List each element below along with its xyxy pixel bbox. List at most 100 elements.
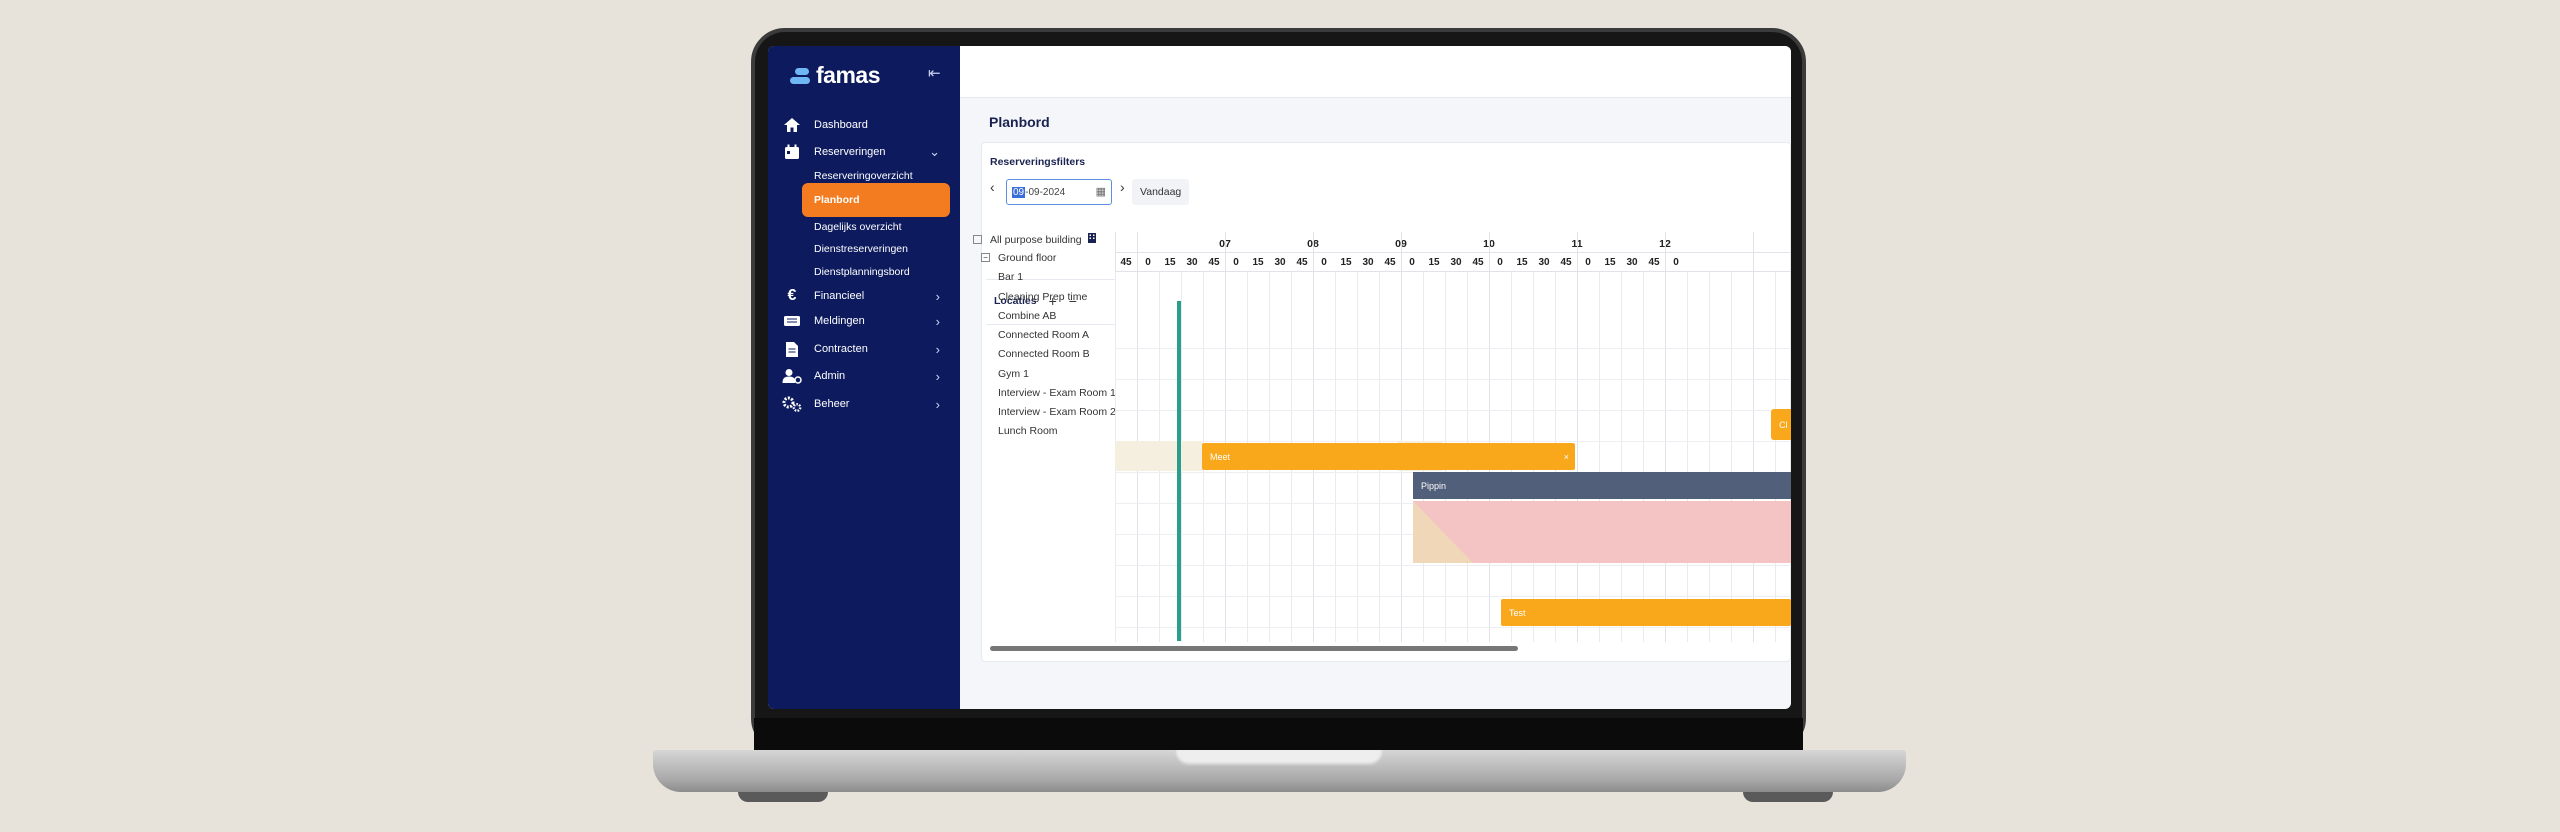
minute-label: 15	[1428, 257, 1440, 268]
resource-label: Cleaning Prep time	[998, 290, 1088, 303]
calendar-picker-icon[interactable]: ▦	[1095, 186, 1106, 198]
event-bar-1[interactable]: Cl	[1771, 409, 1791, 440]
event-cleaning-prep[interactable]: Meet ×	[1202, 443, 1575, 470]
resource-row[interactable]: Connected Room B	[998, 338, 1090, 369]
date-month-year: -09-2024	[1025, 186, 1066, 198]
chevron-right-icon: ›	[935, 341, 940, 357]
date-input[interactable]: 09 -09-2024 ▦	[1006, 179, 1112, 205]
chevron-right-icon: ›	[935, 288, 940, 304]
locations-header: Locaties + −	[994, 293, 1124, 309]
minute-label: 0	[1673, 257, 1679, 268]
minute-label: 30	[1450, 257, 1462, 268]
resource-row[interactable]: Bar 1	[998, 261, 1023, 292]
sidebar-subitem-planbord[interactable]: Planbord	[802, 183, 950, 217]
minute-label: 0	[1233, 257, 1239, 268]
resource-label: Gym 1	[998, 367, 1029, 380]
today-button[interactable]: Vandaag	[1132, 179, 1190, 205]
resource-label: Interview - Exam Room 1	[998, 386, 1116, 399]
minute-label: 45	[1384, 257, 1396, 268]
sidebar-item-contracten[interactable]: Contracten ›	[782, 332, 952, 366]
resource-row[interactable]: Interview - Exam Room 2	[998, 396, 1116, 427]
collapse-all-button[interactable]: −	[1068, 293, 1077, 309]
chevron-down-icon: ⌄	[929, 144, 940, 159]
date-day-segment[interactable]: 09	[1012, 186, 1026, 198]
resource-label: Interview - Exam Room 2	[998, 405, 1116, 418]
collapse-toggle-icon[interactable]: −	[981, 253, 990, 262]
chevron-right-icon: ›	[935, 396, 940, 412]
sidebar-item-label: Dashboard	[814, 119, 868, 131]
brand[interactable]: famas	[790, 62, 880, 89]
sidebar-item-label: Reserveringen	[814, 146, 886, 158]
euro-icon: €	[787, 287, 797, 304]
sidebar-item-label: Contracten	[814, 343, 868, 355]
minute-label: 15	[1164, 257, 1176, 268]
resource-row[interactable]: Lunch Room	[998, 415, 1058, 446]
sidebar-subitem-reserveringoverzicht[interactable]: Reserveringoverzicht	[814, 170, 913, 182]
admin-user-icon	[782, 367, 802, 385]
top-bar	[960, 46, 1791, 98]
minute-label: 45	[1560, 257, 1572, 268]
sidebar-item-meldingen[interactable]: Meldingen ›	[782, 304, 952, 338]
close-icon[interactable]: ×	[1563, 451, 1569, 462]
event-combine-ab[interactable]: Pippin	[1413, 472, 1791, 499]
minute-label: 45	[1296, 257, 1308, 268]
resource-label: Combine AB	[998, 309, 1057, 322]
minute-label: 0	[1585, 257, 1591, 268]
locations-label: Locaties	[994, 295, 1037, 307]
sidebar-item-reserveringen[interactable]: Reserveringen ⌄	[782, 135, 952, 169]
hour-label: 11	[1534, 238, 1620, 250]
minute-label: 45	[1208, 257, 1220, 268]
sidebar-subitem-dienstplanningsbord[interactable]: Dienstplanningsbord	[814, 266, 910, 278]
resource-row[interactable]: All purpose building	[973, 224, 1096, 255]
minute-label: 30	[1626, 257, 1638, 268]
resource-row[interactable]: Cleaning Prep time	[998, 281, 1087, 312]
minute-label: 15	[1516, 257, 1528, 268]
resource-row[interactable]: − Ground floor	[981, 242, 1056, 273]
minute-label: 15	[1340, 257, 1352, 268]
building-icon	[1087, 233, 1096, 246]
minute-label: 0	[1145, 257, 1151, 268]
gears-icon	[782, 395, 802, 413]
minute-label: 0	[1321, 257, 1327, 268]
brand-name: famas	[816, 62, 880, 88]
sidebar-subitem-dagelijks-overzicht[interactable]: Dagelijks overzicht	[814, 221, 902, 233]
timeline-grid: 070809101112 450153045015304501530450153…	[1115, 232, 1791, 642]
next-day-button[interactable]: ›	[1120, 179, 1125, 195]
resource-label: Bar 1	[998, 270, 1024, 283]
minute-label: 45	[1120, 257, 1132, 268]
minute-label: 30	[1186, 257, 1198, 268]
collapse-sidebar-icon[interactable]: ⇤	[928, 65, 941, 82]
checkbox[interactable]	[973, 235, 982, 244]
resource-row[interactable]: Connected Room A	[998, 319, 1089, 350]
sidebar-item-admin[interactable]: Admin ›	[782, 359, 952, 393]
prep-time-block	[1115, 441, 1202, 471]
page-title: Planbord	[989, 114, 1050, 130]
minute-label: 15	[1604, 257, 1616, 268]
minute-label: 0	[1409, 257, 1415, 268]
event-interview-room-1[interactable]: Test	[1501, 599, 1791, 626]
calendar-icon	[782, 143, 802, 161]
resource-label: Lunch Room	[998, 424, 1058, 437]
contract-icon	[782, 340, 802, 358]
famas-logo-icon	[790, 67, 810, 85]
filters-title: Reserveringsfilters	[990, 156, 1086, 168]
resource-row[interactable]: Combine AB	[998, 300, 1056, 331]
minute-label: 45	[1472, 257, 1484, 268]
expand-all-button[interactable]: +	[1048, 293, 1057, 309]
resource-label: Ground floor	[998, 251, 1057, 264]
sidebar-subitem-dienstreserveringen[interactable]: Dienstreserveringen	[814, 243, 908, 255]
minute-label: 0	[1497, 257, 1503, 268]
previous-day-button[interactable]: ‹	[990, 179, 995, 195]
sidebar-item-dashboard[interactable]: Dashboard	[782, 108, 952, 142]
sidebar-item-beheer[interactable]: Beheer ›	[782, 387, 952, 421]
combined-room-block	[1413, 501, 1791, 563]
chevron-right-icon: ›	[935, 313, 940, 329]
laptop-foot-left	[738, 792, 828, 802]
minute-label: 30	[1274, 257, 1286, 268]
resource-row[interactable]: Gym 1	[998, 358, 1029, 389]
resource-row[interactable]: Interview - Exam Room 1	[998, 377, 1116, 408]
minute-label: 30	[1362, 257, 1374, 268]
sidebar-item-financieel[interactable]: € Financieel ›	[782, 279, 952, 313]
horizontal-scrollbar[interactable]	[990, 646, 1518, 651]
minute-label: 30	[1538, 257, 1550, 268]
